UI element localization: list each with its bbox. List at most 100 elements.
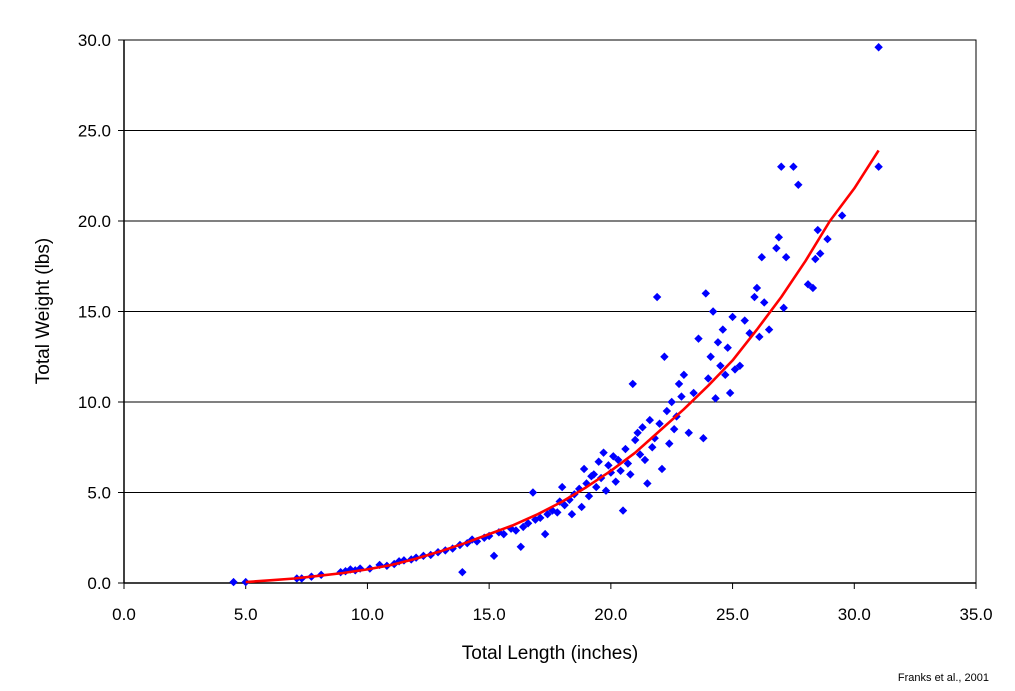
data-point [774, 233, 784, 242]
y-tick-labels: 0.0 5.0 10.0 15.0 20.0 25.0 30.0 [78, 31, 111, 593]
data-point [816, 249, 825, 258]
data-point [674, 379, 684, 389]
data-point [708, 307, 718, 316]
data-point [706, 352, 715, 361]
data-point [606, 468, 616, 477]
data-point [684, 428, 693, 437]
x-tick-label: 0.0 [112, 605, 136, 624]
data-point [626, 470, 635, 479]
data-point [689, 388, 698, 398]
data-point [489, 551, 499, 561]
data-point [592, 482, 601, 492]
data-point [516, 542, 525, 551]
data-point [704, 374, 713, 383]
data-point [781, 253, 791, 262]
x-tick-label: 20.0 [594, 605, 627, 624]
data-point [577, 502, 586, 512]
data-point [725, 388, 735, 398]
data-point [723, 343, 732, 352]
source-note: Franks et al., 2001 [898, 672, 989, 684]
data-point [772, 243, 781, 253]
data-point [584, 491, 594, 501]
data-point [628, 379, 637, 389]
data-point [730, 365, 740, 374]
x-tick-label: 25.0 [716, 605, 749, 624]
data-point [794, 180, 803, 189]
data-point [740, 316, 749, 325]
data-point [837, 211, 847, 220]
data-point [587, 472, 596, 481]
data-point [635, 450, 645, 459]
trendline [245, 149, 880, 584]
data-point [567, 510, 577, 519]
data-point [803, 280, 813, 289]
data-point [523, 519, 533, 528]
data-point [777, 162, 786, 171]
data-point [631, 435, 640, 445]
data-point [528, 488, 538, 497]
y-tick-label: 10.0 [78, 393, 111, 412]
x-tick-label: 5.0 [234, 605, 258, 624]
x-axis-title: Total Length (inches) [462, 643, 638, 664]
y-tick-label: 20.0 [78, 212, 111, 231]
data-point [755, 332, 764, 342]
data-point [623, 459, 633, 468]
axes [118, 39, 977, 589]
data-point [813, 225, 822, 235]
data-point [565, 495, 574, 504]
data-point [665, 439, 674, 448]
data-point [823, 234, 832, 244]
data-point [543, 510, 552, 519]
data-point [652, 292, 662, 302]
data-point [499, 529, 508, 539]
x-tick-label: 30.0 [838, 605, 871, 624]
x-tick-label: 15.0 [473, 605, 506, 624]
data-point [599, 448, 608, 457]
data-point [713, 338, 723, 347]
data-point [874, 43, 883, 52]
data-point [484, 531, 494, 541]
data-point [633, 428, 642, 437]
data-point [694, 334, 703, 343]
data-point [699, 434, 708, 443]
data-point [752, 283, 762, 293]
y-tick-label: 30.0 [78, 31, 111, 50]
data-point [560, 500, 569, 510]
data-point [657, 464, 667, 474]
y-axis-title: Total Weight (lbs) [33, 238, 54, 384]
x-tick-labels: 0.0 5.0 10.0 15.0 20.0 25.0 30.0 35.0 [112, 605, 992, 624]
data-point [458, 567, 467, 577]
data-point [874, 162, 883, 171]
data-point [789, 162, 798, 171]
data-point [716, 361, 725, 370]
data-point [660, 352, 669, 361]
y-tick-label: 25.0 [78, 122, 111, 141]
data-point [611, 477, 620, 486]
data-point [667, 397, 676, 407]
data-point [579, 464, 589, 474]
data-point [609, 452, 618, 461]
y-tick-label: 5.0 [87, 484, 111, 503]
data-point [645, 415, 655, 425]
data-point [557, 482, 567, 492]
trendline-layer [245, 149, 880, 584]
data-point [760, 298, 769, 307]
data-point [679, 370, 689, 380]
x-tick-label: 10.0 [351, 605, 384, 624]
data-point [511, 526, 521, 535]
data-points [229, 43, 883, 587]
y-tick-label: 15.0 [78, 303, 111, 322]
data-point [701, 289, 710, 298]
data-point [621, 444, 630, 454]
data-point [750, 292, 759, 302]
data-point [346, 565, 355, 574]
data-point [494, 528, 504, 537]
data-point [764, 325, 774, 334]
data-point [655, 419, 664, 428]
data-point [779, 303, 788, 313]
data-point [640, 455, 650, 465]
data-point [594, 457, 603, 466]
data-point [638, 423, 647, 432]
